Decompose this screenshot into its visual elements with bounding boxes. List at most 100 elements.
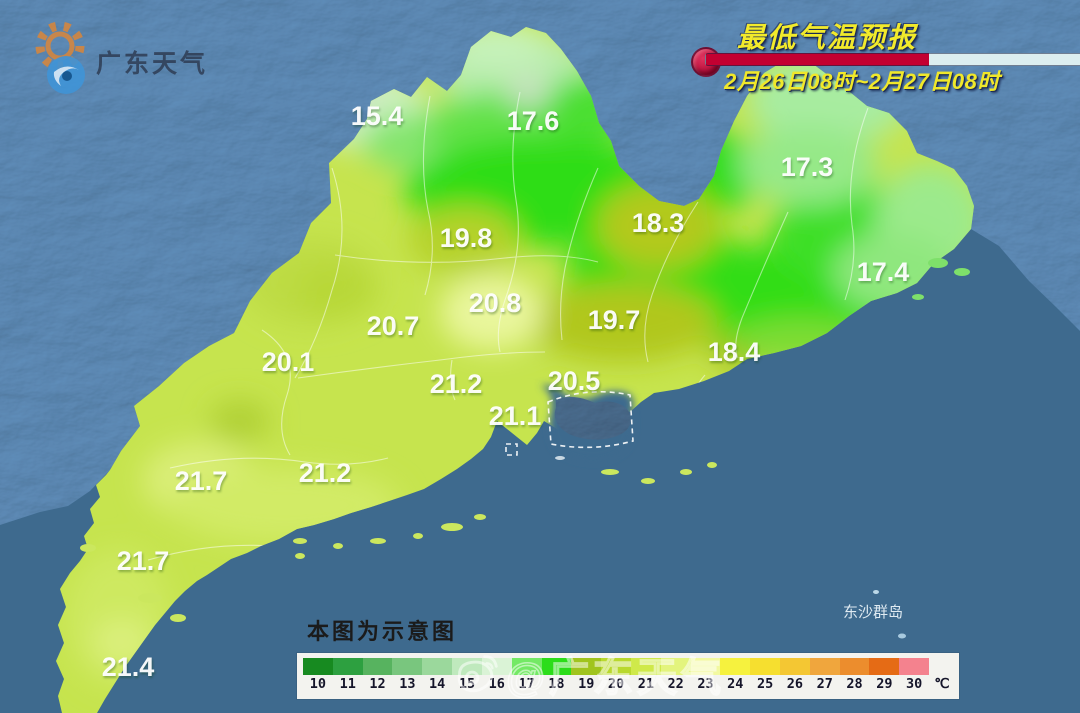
legend-cell: 18 xyxy=(541,658,572,696)
temp-region xyxy=(527,282,717,362)
legend-cell: 30 xyxy=(899,658,930,696)
brand-name: 广东天气 xyxy=(96,50,209,78)
outer-land xyxy=(0,0,1080,525)
temp-region xyxy=(507,78,549,108)
legend-swatch xyxy=(869,658,900,675)
temp-label: 20.8 xyxy=(469,288,522,318)
temp-label: 17.4 xyxy=(857,257,910,287)
macau-dashed-border xyxy=(505,443,518,456)
legend-value: 28 xyxy=(846,676,863,692)
map-note: 本图为示意图 xyxy=(307,619,458,644)
legend-cell: 16 xyxy=(481,658,512,696)
legend-swatch xyxy=(303,658,333,675)
legend-unit-cell: ℃ xyxy=(929,658,955,696)
legend-swatch xyxy=(839,658,870,675)
legend-value: 27 xyxy=(816,676,833,692)
legend-cell: 11 xyxy=(332,658,363,696)
temp-label: 17.3 xyxy=(781,152,834,182)
legend-swatch xyxy=(780,658,810,675)
temp-label: 21.1 xyxy=(489,401,542,431)
legend-value: 24 xyxy=(727,676,744,692)
temp-region xyxy=(294,263,378,319)
legend-swatch xyxy=(571,658,602,675)
legend-cell: 22 xyxy=(660,658,691,696)
legend-cell: 23 xyxy=(690,658,721,696)
legend-cell: 17 xyxy=(511,658,542,696)
temp-label: 15.4 xyxy=(351,101,404,131)
temp-region xyxy=(408,206,520,274)
legend-cell: 20 xyxy=(601,658,631,696)
temp-label: 21.2 xyxy=(299,458,352,488)
legend-cell: 25 xyxy=(750,658,780,696)
forecast-date-range: 2月26日08时~2月27日08时 xyxy=(724,69,1000,94)
legend-swatch xyxy=(750,658,780,675)
legend-value: 26 xyxy=(786,676,804,692)
dongsha-label: 东沙群岛 xyxy=(843,604,903,621)
legend-swatch xyxy=(422,658,453,675)
legend-swatch xyxy=(630,658,661,675)
temp-label: 19.8 xyxy=(440,223,493,253)
temp-label: 21.7 xyxy=(175,466,228,496)
temp-labels: 15.4 17.6 17.3 19.8 18.3 17.4 20.7 20.8 19.7 18.4… xyxy=(102,101,910,682)
typhoon-swirl-icon xyxy=(47,56,85,94)
legend-cell: 21 xyxy=(630,658,661,696)
legend-value: 14 xyxy=(429,676,446,692)
legend-swatch xyxy=(541,658,572,675)
temp-label: 18.3 xyxy=(632,208,685,238)
temp-label: 21.7 xyxy=(117,546,170,576)
legend-value: 11 xyxy=(339,676,356,692)
legend-value: 12 xyxy=(369,676,386,692)
temp-region xyxy=(596,182,720,270)
legend-cell: 15 xyxy=(452,658,482,696)
legend-swatch xyxy=(601,658,631,675)
gdweather-logo xyxy=(35,21,85,94)
legend-cell: 26 xyxy=(780,658,810,696)
temp-label: 19.7 xyxy=(588,305,641,335)
temp-label: 20.5 xyxy=(548,366,601,396)
legend-value: 30 xyxy=(906,676,923,692)
legend-value: 16 xyxy=(488,676,505,692)
hongkong-terrain xyxy=(554,396,631,440)
coastal-islands xyxy=(80,258,970,622)
legend-value: 22 xyxy=(667,676,684,692)
legend-swatch xyxy=(332,658,363,675)
legend-cell: 12 xyxy=(362,658,393,696)
legend-swatch xyxy=(899,658,930,675)
temperature-legend: 10 11 12 13 14 15 16 17 18 19 20 21 22 23 24 25 26 27 28 29… xyxy=(297,653,959,699)
page-title: 最低气温预报 xyxy=(736,22,917,53)
legend-swatch xyxy=(392,658,423,675)
legend-swatch xyxy=(660,658,691,675)
legend-cell: 29 xyxy=(869,658,900,696)
temp-region xyxy=(738,125,878,205)
legend-value: 25 xyxy=(756,676,774,692)
legend-swatch xyxy=(481,658,512,675)
legend-swatch xyxy=(809,658,840,675)
thermometer-bar xyxy=(705,53,1080,66)
legend-value: 21 xyxy=(637,676,654,692)
legend-value: 23 xyxy=(697,676,714,692)
legend-cell: 28 xyxy=(839,658,870,696)
temp-region xyxy=(210,400,270,442)
legend-cell: 14 xyxy=(422,658,453,696)
hongkong-dashed-border xyxy=(505,391,634,456)
legend-value: 10 xyxy=(309,676,327,692)
legend-swatch xyxy=(452,658,482,675)
legend-swatch xyxy=(720,658,751,675)
legend-value: 17 xyxy=(518,676,535,692)
temp-label: 20.1 xyxy=(262,347,315,377)
legend-value: 15 xyxy=(458,676,476,692)
legend-cell: 19 xyxy=(571,658,602,696)
legend-unit: ℃ xyxy=(934,676,950,692)
legend-cell: 13 xyxy=(392,658,423,696)
temp-label: 17.6 xyxy=(507,106,560,136)
legend-value: 20 xyxy=(607,676,625,692)
legend-swatch xyxy=(690,658,721,675)
legend-swatch xyxy=(362,658,393,675)
temp-label: 18.4 xyxy=(708,337,761,367)
legend-value: 29 xyxy=(876,676,893,692)
legend-cell: 24 xyxy=(720,658,751,696)
legend-swatch xyxy=(511,658,542,675)
legend-cell: 10 xyxy=(303,658,333,696)
